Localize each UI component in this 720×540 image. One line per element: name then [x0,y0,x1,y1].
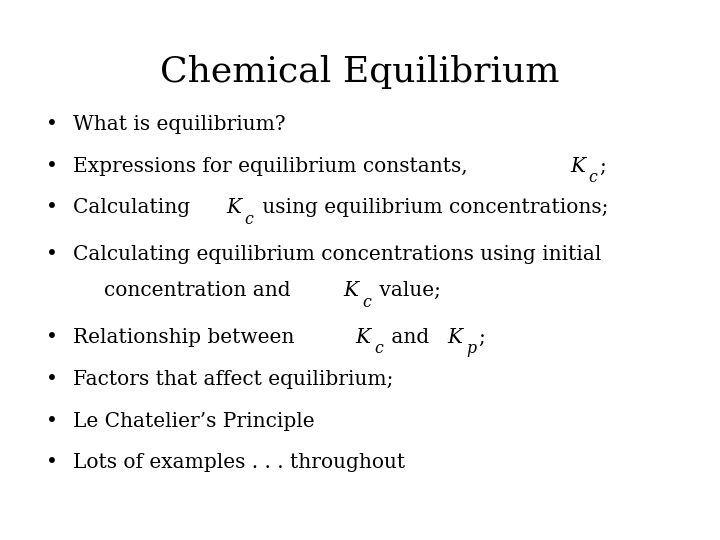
Text: Expressions for equilibrium constants,: Expressions for equilibrium constants, [73,157,474,176]
Text: p: p [466,340,476,357]
Text: What is equilibrium?: What is equilibrium? [73,116,286,134]
Text: value;: value; [373,281,441,300]
Text: Le Chatelier’s Principle: Le Chatelier’s Principle [73,412,315,431]
Text: Factors that affect equilibrium;: Factors that affect equilibrium; [73,370,394,389]
Text: K: K [226,198,241,217]
Text: •: • [47,198,58,217]
Text: •: • [47,157,58,176]
Text: Calculating equilibrium concentrations using initial: Calculating equilibrium concentrations u… [73,245,601,264]
Text: •: • [47,328,58,347]
Text: ;: ; [600,157,606,176]
Text: Lots of examples . . . throughout: Lots of examples . . . throughout [73,454,405,472]
Text: K: K [448,328,462,347]
Text: c: c [588,169,598,186]
Text: concentration and: concentration and [104,281,297,300]
Text: •: • [47,116,58,134]
Text: •: • [47,245,58,264]
Text: ;: ; [479,328,485,347]
Text: Chemical Equilibrium: Chemical Equilibrium [161,55,559,89]
Text: K: K [570,157,585,176]
Text: c: c [362,294,371,310]
Text: c: c [245,211,253,228]
Text: Calculating: Calculating [73,198,197,217]
Text: K: K [343,281,359,300]
Text: using equilibrium concentrations;: using equilibrium concentrations; [256,198,608,217]
Text: and: and [385,328,436,347]
Text: Relationship between: Relationship between [73,328,301,347]
Text: •: • [47,454,58,472]
Text: •: • [47,412,58,431]
Text: c: c [374,340,383,357]
Text: K: K [355,328,370,347]
Text: •: • [47,370,58,389]
